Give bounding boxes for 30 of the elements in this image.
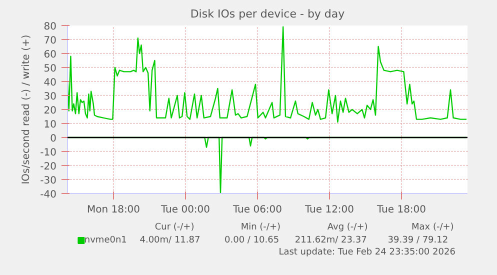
y-tick-label: 30 [44, 92, 57, 102]
y-tick-label: -10 [40, 148, 57, 158]
text: Cur (-/+) [154, 222, 194, 232]
text: 211.62m/ 23.37 [294, 236, 367, 246]
x-tick-label: Tue 18:00 [376, 204, 426, 216]
x-tick-label: Mon 18:00 [86, 204, 140, 216]
y-tick-label: 70 [44, 36, 57, 46]
y-tick-label: -40 [40, 190, 57, 200]
y-axis-title: IOs/second read (-) / write (+) [21, 34, 32, 184]
text: 0.00 / 10.65 [224, 236, 280, 246]
y-tick-label: 0 [50, 134, 57, 144]
x-tick-label: Tue 00:00 [160, 204, 210, 216]
y-tick-label: 20 [44, 106, 57, 116]
legend-label: nvme0n1 [84, 236, 127, 246]
x-tick-label: Tue 12:00 [304, 204, 354, 216]
y-tick-label: 50 [44, 64, 57, 74]
y-tick-label: -30 [40, 176, 57, 186]
text: Max (-/+) [412, 222, 454, 232]
text: 39.39 / 79.12 [388, 236, 448, 246]
y-tick-label: 80 [44, 22, 57, 32]
y-tick-label: -20 [40, 162, 57, 172]
y-tick-label: 40 [44, 78, 57, 88]
y-tick-label: 10 [44, 120, 57, 130]
text: 4.00m/ 11.87 [140, 236, 200, 246]
x-tick-label: Tue 06:00 [232, 204, 282, 216]
y-tick-label: 60 [44, 50, 57, 60]
chart-title: Disk IOs per device - by day [190, 8, 346, 20]
text: Last update: Tue Feb 24 23:35:00 2026 [278, 248, 456, 258]
text: Min (-/+) [240, 222, 281, 232]
text: Avg (-/+) [327, 222, 368, 232]
